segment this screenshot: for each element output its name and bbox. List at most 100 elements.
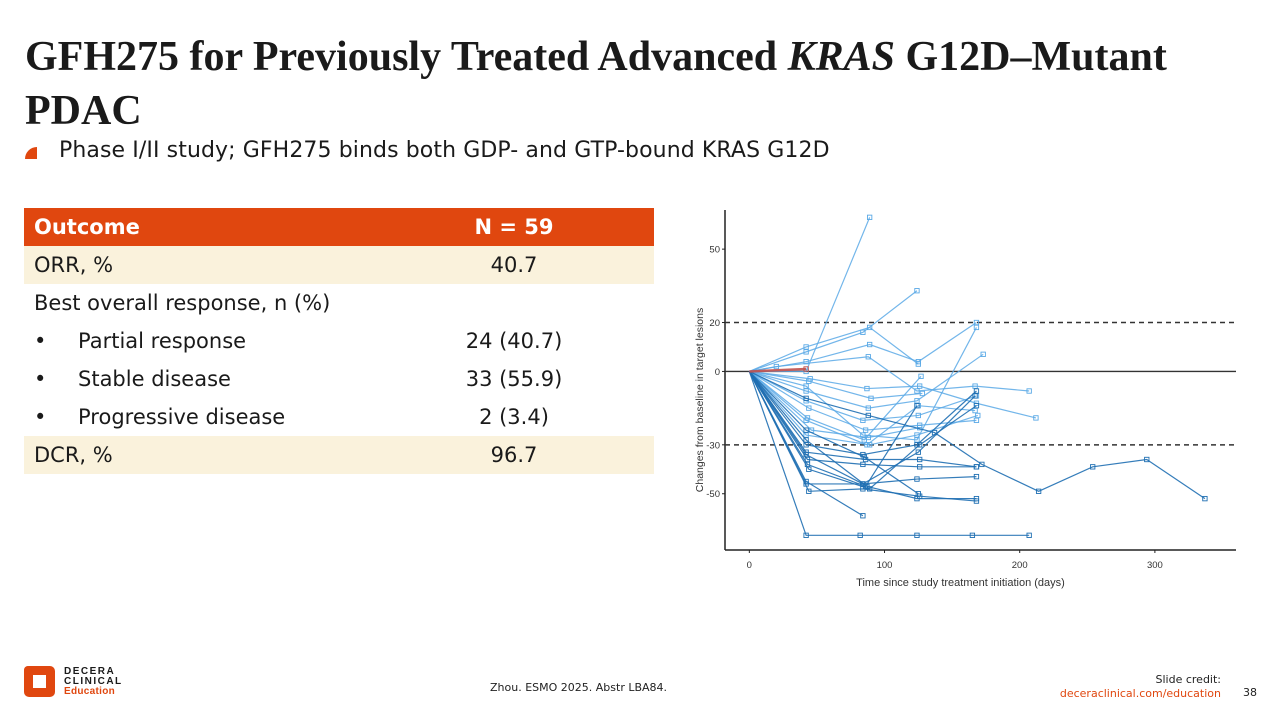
- data-point: [973, 495, 980, 502]
- row-label: • Progressive disease: [24, 398, 404, 436]
- data-point: [915, 359, 921, 365]
- data-point: [973, 473, 980, 480]
- data-point: [973, 403, 980, 409]
- series-line-pt2: [749, 290, 918, 373]
- series-line-pt16: [749, 370, 1206, 500]
- title-text-end: G12D–Mutant PDAC: [25, 34, 1167, 134]
- table-row: • Stable disease 33 (55.9): [24, 360, 654, 398]
- row-label-text: Partial response: [78, 329, 247, 353]
- data-point: [864, 385, 870, 392]
- outcome-table: Outcome N = 59 ORR, % 40.7 Best overall re…: [24, 208, 654, 474]
- series-line-pt6: [749, 370, 1037, 419]
- data-point: [804, 456, 811, 463]
- series-line-pt25: [748, 371, 918, 488]
- data-point: [803, 388, 809, 394]
- data-point: [972, 393, 978, 399]
- data-point: [1090, 464, 1096, 470]
- page-number: 38: [1243, 686, 1257, 699]
- data-point: [918, 373, 924, 379]
- data-point: [1033, 415, 1039, 421]
- data-point: [914, 398, 920, 404]
- y-tick-label: -30: [706, 440, 720, 451]
- series-line-pt3: [749, 326, 919, 372]
- data-point: [860, 417, 866, 424]
- data-point: [917, 442, 923, 448]
- logo-mark-icon: [24, 666, 55, 697]
- series-line-pt19: [748, 371, 977, 468]
- data-point: [975, 412, 981, 419]
- data-point: [915, 449, 921, 455]
- data-point: [803, 532, 809, 538]
- credit-link[interactable]: deceraclinical.com/education: [1059, 687, 1221, 700]
- data-point: [917, 464, 923, 470]
- data-point: [861, 454, 867, 460]
- row-value: 33 (55.9): [465, 367, 563, 391]
- data-point: [914, 288, 920, 294]
- slide-title: GFH275 for Previously Treated Advanced K…: [25, 30, 1255, 138]
- data-point: [865, 405, 871, 411]
- data-point: [803, 349, 809, 355]
- series-line-pt21: [748, 371, 977, 502]
- y-tick-label: 0: [715, 367, 720, 378]
- data-point: [915, 412, 921, 419]
- header-outcome: Outcome: [24, 208, 404, 246]
- credit-label: Slide credit:: [1155, 673, 1222, 686]
- row-label: • Stable disease: [24, 360, 404, 398]
- data-point: [803, 442, 809, 448]
- table-header-row: Outcome N = 59: [24, 208, 654, 246]
- logo-line-1: DECERA: [64, 665, 116, 677]
- series-line-pt5: [749, 356, 1030, 392]
- table-row: • Partial response 24 (40.7): [24, 322, 654, 360]
- series-line-pt29: [749, 367, 807, 373]
- data-point: [980, 351, 986, 357]
- row-label: DCR, %: [24, 436, 404, 474]
- table-row: Best overall response, n (%): [24, 284, 654, 322]
- logo-line-3: Education: [64, 685, 116, 697]
- data-point: [860, 461, 866, 468]
- series-line-pt10: [749, 327, 977, 441]
- bullet-text: Phase I/II study; GFH275 binds both GDP-…: [59, 138, 830, 163]
- data-point: [803, 383, 809, 389]
- data-point: [914, 532, 920, 538]
- data-point: [973, 417, 980, 424]
- data-point: [973, 464, 980, 470]
- title-text: GFH275 for Previously Treated Advanced: [25, 34, 788, 80]
- data-point: [973, 319, 980, 326]
- data-point: [973, 388, 980, 394]
- y-axis-label: Changes from baseline in target lesions: [694, 308, 706, 492]
- row-value: [404, 284, 654, 322]
- data-point: [860, 513, 866, 519]
- data-point: [803, 451, 809, 458]
- row-value: 2 (3.4): [479, 405, 549, 429]
- data-point: [866, 486, 873, 492]
- slide-credit: Slide credit: deceraclinical.com/educati…: [1060, 673, 1221, 701]
- list-bullet: •: [34, 405, 47, 429]
- table-row: ORR, % 40.7: [24, 246, 654, 284]
- series-line-pt7: [749, 353, 984, 409]
- data-point: [803, 432, 809, 438]
- data-point: [914, 388, 920, 394]
- row-value: 96.7: [404, 436, 654, 474]
- list-bullet: •: [34, 367, 47, 391]
- data-point: [914, 432, 920, 438]
- data-point: [868, 395, 874, 401]
- data-point: [914, 476, 920, 482]
- citation: Zhou. ESMO 2025. Abstr LBA84.: [490, 681, 668, 694]
- data-point: [914, 437, 920, 443]
- data-point: [865, 434, 871, 441]
- data-point: [917, 383, 923, 389]
- row-value: 24 (40.7): [465, 329, 563, 353]
- row-label-text: Stable disease: [78, 367, 231, 391]
- series-line-pt14: [749, 370, 923, 399]
- data-point: [803, 344, 809, 350]
- data-point: [1026, 532, 1032, 538]
- data-point: [969, 532, 976, 538]
- data-point: [773, 363, 780, 370]
- data-point: [806, 466, 812, 472]
- row-value: 40.7: [404, 246, 654, 284]
- data-point: [1202, 495, 1208, 502]
- x-tick-label: 100: [877, 560, 893, 571]
- series-line-pt8: [749, 370, 977, 421]
- data-point: [919, 390, 926, 397]
